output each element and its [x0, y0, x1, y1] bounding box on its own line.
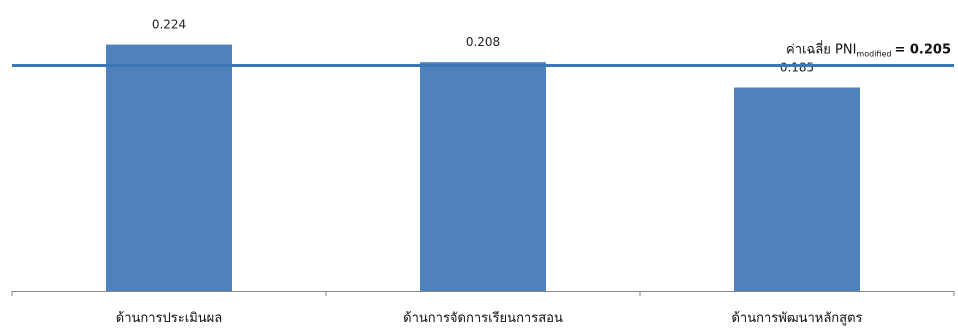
reference-label-value: = 0.205	[894, 43, 951, 58]
bar-2	[420, 62, 546, 292]
average-reference-label: ค่าเฉลี่ย PNImodified = 0.205	[786, 41, 951, 59]
bar-value-label-1: 0.224	[152, 18, 186, 32]
category-label-1: ด้านการประเมินผล	[116, 311, 222, 326]
bar-1	[106, 44, 232, 291]
category-label-2: ด้านการจัดการเรียนการสอน	[403, 310, 563, 326]
x-axis-ticks	[11, 291, 955, 296]
category-labels: ด้านการประเมินผล ด้านการจัดการเรียนการสอน…	[116, 310, 863, 326]
reference-label-subscript: modified	[856, 50, 891, 59]
bar-3	[734, 87, 860, 291]
bar-value-label-3: 0.185	[780, 61, 814, 75]
category-label-3: ด้านการพัฒนาหลักสูตร	[731, 311, 862, 326]
bars-layer	[106, 44, 860, 292]
bar-value-label-2: 0.208	[466, 35, 500, 49]
reference-label-prefix: ค่าเฉลี่ย PNI	[786, 41, 856, 58]
